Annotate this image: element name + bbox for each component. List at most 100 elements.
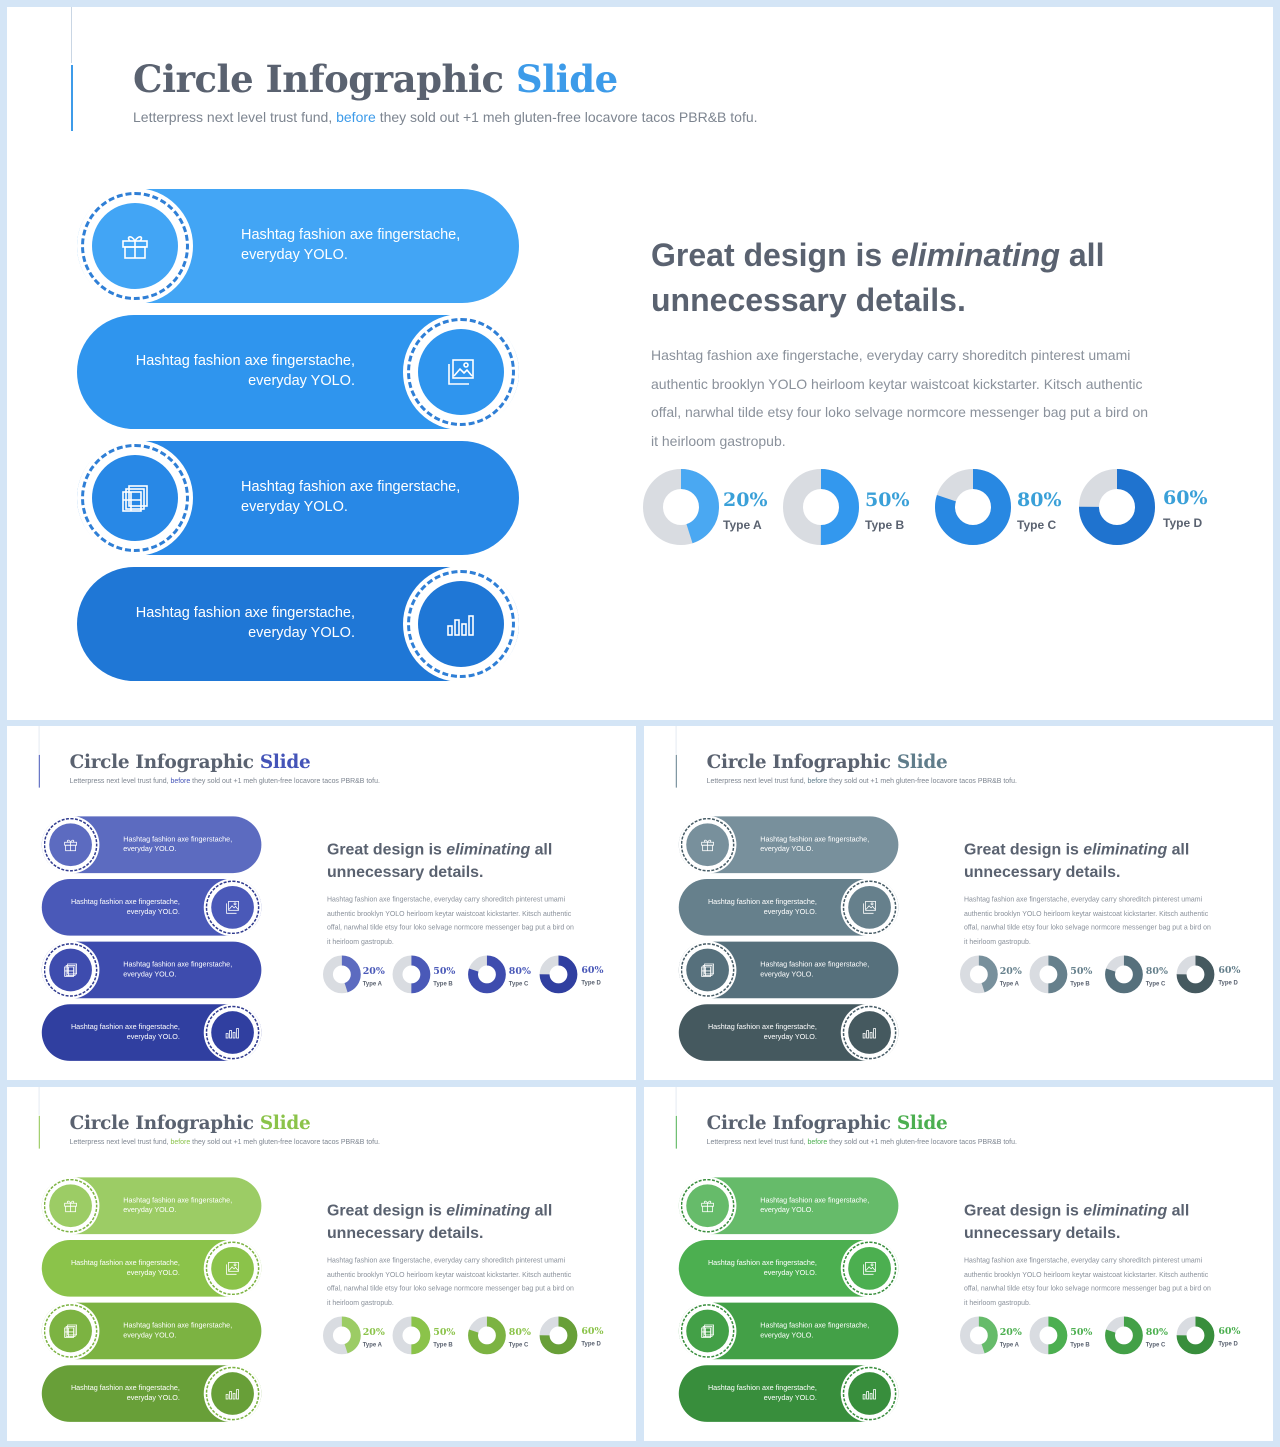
icon-circle [418, 329, 504, 415]
headline-bold: design [743, 237, 847, 273]
donut-chart [392, 955, 431, 994]
subtitle-link[interactable]: before [807, 1137, 828, 1146]
gift-icon [122, 236, 148, 259]
headline-text: is [424, 1201, 447, 1220]
donut-label: Type A [999, 979, 1019, 987]
icon-ring [203, 1239, 262, 1298]
slide-thumb-lime[interactable]: Circle Infographic Slide Letterpress nex… [7, 1087, 636, 1441]
layers-icon [701, 1324, 714, 1338]
headline-text: is [1061, 1201, 1084, 1220]
headline-bold: design [1009, 840, 1062, 859]
donut-percent: 80% [1145, 965, 1168, 977]
icon-ring [41, 1176, 100, 1235]
slide-thumb-green[interactable]: Circle Infographic Slide Letterpress nex… [644, 1087, 1273, 1441]
donut-percent: 20% [362, 1326, 385, 1338]
subtitle-text: they sold out +1 meh gluten-free locavor… [190, 776, 380, 785]
gift-icon [64, 839, 77, 852]
icon-circle [686, 1309, 729, 1353]
donut-chart [468, 1316, 506, 1355]
icon-ring [41, 1302, 100, 1360]
info-row-text: Hashtag fashion axe fingerstache, everyd… [123, 835, 233, 854]
donut-percent: 80% [508, 965, 531, 977]
donut-percent: 80% [1017, 489, 1062, 511]
headline-text: all unnecessary [651, 237, 1105, 318]
headline-bold: details. [428, 1223, 484, 1242]
subtitle-link[interactable]: before [170, 776, 191, 785]
slide-thumb-indigo[interactable]: Circle Infographic Slide Letterpress nex… [7, 726, 636, 1080]
subtitle-text: Letterpress next level trust fund, [69, 776, 171, 785]
body-paragraph: Hashtag fashion axe fingerstache, everyd… [326, 1255, 574, 1307]
donut-value-arc [1079, 469, 1155, 545]
donut-label: Type D [1218, 1339, 1238, 1347]
title-accent: Slide [259, 1111, 311, 1134]
icon-circle [92, 203, 178, 289]
icon-circle [49, 1309, 92, 1353]
donut-chart [1105, 1316, 1143, 1355]
title-main: Circle Infographic [133, 57, 504, 101]
headline-text: all unnecessary [963, 840, 1190, 881]
donut-label: Type C [508, 979, 529, 987]
icon-ring [678, 941, 737, 999]
headline-bold: details. [1065, 1223, 1121, 1242]
donut-value-arc [1029, 1316, 1068, 1355]
donut-label: Type B [433, 1340, 453, 1348]
headline-bold: details. [855, 282, 966, 318]
headline-text: is [424, 840, 447, 859]
title-main: Circle Infographic [706, 1111, 891, 1134]
headline-italic: eliminating [446, 1201, 531, 1220]
donut-value-arc [539, 955, 578, 994]
headline-italic: eliminating [446, 840, 531, 859]
donut-chart [322, 955, 361, 994]
subtitle-text: they sold out +1 meh gluten-free locavor… [827, 1137, 1017, 1146]
info-row-text: Hashtag fashion axe fingerstache, everyd… [135, 605, 355, 641]
icon-ring [678, 1176, 737, 1235]
donut-label: Type C [1145, 979, 1166, 987]
subtitle-link[interactable]: before [807, 776, 828, 785]
donut-chart [539, 1316, 578, 1355]
donut-value-arc [392, 1316, 431, 1355]
accent-bar [38, 754, 40, 788]
donut-label: Type B [1070, 1340, 1090, 1348]
donut-value-arc [959, 1316, 998, 1355]
title-main: Circle Infographic [69, 1111, 254, 1134]
donut-percent: 20% [999, 965, 1022, 977]
donut-value-arc [935, 469, 1011, 545]
info-row-text: Hashtag fashion axe fingerstache, everyd… [70, 1258, 180, 1277]
icon-ring [203, 1003, 262, 1062]
headline-text: Great [326, 1201, 373, 1220]
donut-value-arc [1105, 1316, 1143, 1355]
icon-ring [678, 1302, 737, 1360]
icon-ring [203, 1364, 262, 1423]
icon-circle [848, 1011, 891, 1054]
info-row-text: Hashtag fashion axe fingerstache, everyd… [70, 897, 180, 916]
title-accent: Slide [896, 750, 948, 773]
headline-bold: design [1009, 1201, 1062, 1220]
slide-content: Circle Infographic Slide Letterpress nex… [7, 726, 636, 1080]
donut-value-arc [1176, 1316, 1215, 1355]
donut-value-arc [1176, 955, 1215, 994]
subtitle-text: Letterpress next level trust fund, [69, 1137, 171, 1146]
body-paragraph: Hashtag fashion axe fingerstache, everyd… [651, 347, 1149, 449]
icon-circle [211, 1246, 254, 1290]
headline-italic: eliminating [1083, 1201, 1168, 1220]
donut-value-arc [392, 955, 431, 994]
slide-thumb-slate[interactable]: Circle Infographic Slide Letterpress nex… [644, 726, 1273, 1080]
donut-percent: 50% [1070, 1326, 1093, 1338]
subtitle-text: Letterpress next level trust fund, [706, 776, 808, 785]
donut-chart [392, 1316, 431, 1355]
icon-circle [848, 885, 891, 929]
slide-subtitle: Letterpress next level trust fund, befor… [707, 777, 1017, 785]
accent-bar [675, 754, 677, 788]
donut-chart [1176, 955, 1215, 994]
donut-percent: 80% [508, 1326, 531, 1338]
donut-chart [959, 1316, 998, 1355]
subtitle-link[interactable]: before [336, 109, 376, 125]
icon-ring [41, 815, 100, 874]
image-gallery-icon [863, 1261, 876, 1275]
icon-circle [49, 948, 92, 992]
donut-label: Type A [999, 1340, 1019, 1348]
donut-value-arc [539, 1316, 578, 1355]
slide-title: Circle Infographic Slide [707, 751, 948, 773]
subtitle-link[interactable]: before [170, 1137, 191, 1146]
slide-content: Circle Infographic Slide Letterpress nex… [7, 7, 1273, 720]
